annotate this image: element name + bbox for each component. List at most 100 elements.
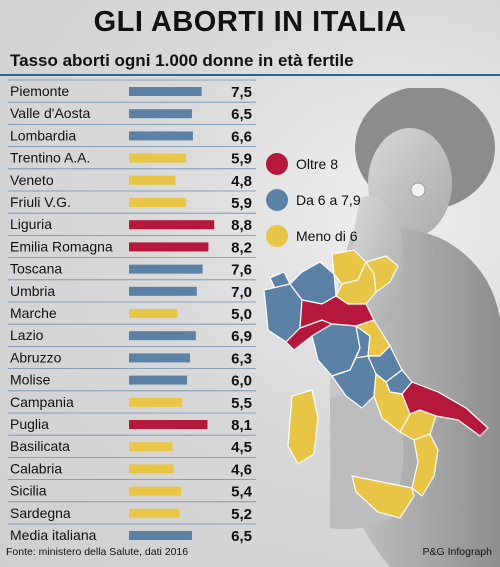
bar-row: Marche 5,0 [8, 305, 256, 325]
page-title: GLI ABORTI IN ITALIA [93, 6, 407, 38]
category-label: Marche [10, 305, 57, 321]
title-divider [0, 74, 500, 76]
category-label: Liguria [10, 216, 52, 232]
bar-chart: Piemonte 7,5 Valle d'Aosta 6,5 Lombardia 6,6 T… [8, 79, 256, 545]
bar-row: Calabria 4,6 [8, 460, 256, 481]
bar-row: Umbria 7,0 [8, 283, 256, 303]
bar-row: Basilicata 4,5 [8, 438, 256, 458]
bar [129, 131, 193, 141]
category-label: Umbria [10, 283, 55, 299]
bar [129, 220, 215, 230]
category-label: Sicilia [10, 483, 47, 499]
category-label: Media italiana [10, 527, 97, 543]
italy-region-map [263, 250, 489, 519]
bar [129, 198, 187, 207]
category-label: Valle d'Aosta [10, 105, 90, 121]
legend-swatch-yellow [266, 225, 288, 247]
bar [129, 531, 192, 540]
chart-subtitle: Tasso aborti ogni 1.000 donne in età fer… [10, 51, 354, 70]
legend-swatch-red [266, 153, 288, 175]
bar-row: Toscana 7,6 [8, 261, 256, 281]
bar [129, 508, 180, 518]
map-region-calabria [411, 433, 439, 497]
value-label: 5,0 [231, 306, 252, 323]
map-region-friuli [365, 255, 399, 293]
category-label: Trentino A.A. [10, 150, 90, 166]
bar-row: Veneto 4,8 [8, 172, 256, 192]
bar-row: Campania 5,5 [8, 394, 256, 414]
category-label: Emilia Romagna [10, 238, 113, 254]
bar [129, 353, 191, 363]
bar [129, 175, 176, 185]
bar-row: Lombardia 6,6 [8, 127, 256, 148]
category-label: Abruzzo [10, 349, 62, 365]
bar [129, 486, 182, 496]
legend-label: Oltre 8 [296, 156, 339, 172]
bar-row: Lazio 6,9 [8, 327, 256, 347]
value-label: 8,2 [231, 239, 252, 256]
bar [129, 309, 178, 318]
bar [129, 87, 202, 96]
category-label: Molise [10, 372, 51, 388]
bar [129, 331, 196, 341]
value-label: 7,5 [231, 84, 252, 101]
legend-item-meno-di-6: Meno di 6 [262, 222, 382, 252]
bar [129, 109, 192, 119]
value-label: 5,9 [231, 151, 252, 168]
category-label: Lombardia [10, 127, 76, 143]
bar-row: Liguria 8,8 [8, 216, 256, 236]
value-label: 6,3 [231, 350, 252, 367]
legend-swatch-blue [266, 189, 288, 211]
bar [129, 375, 188, 385]
bar [129, 464, 174, 474]
value-label: 6,9 [231, 328, 252, 345]
value-label: 6,5 [231, 528, 252, 545]
bar [129, 420, 208, 429]
map-region-sicilia [351, 475, 415, 519]
value-label: 8,8 [231, 217, 252, 234]
category-label: Toscana [10, 261, 62, 277]
category-label: Piemonte [10, 83, 69, 99]
value-label: 5,9 [231, 195, 252, 212]
legend-item-oltre-8: Oltre 8 [262, 150, 382, 180]
bar-row: Emilia Romagna 8,2 [8, 238, 256, 259]
value-label: 5,2 [231, 506, 252, 523]
legend-label: Meno di 6 [296, 228, 358, 244]
category-label: Lazio [10, 327, 44, 343]
map-region-sardegna [287, 389, 319, 465]
value-label: 7,0 [231, 284, 252, 301]
credit-note: P&G Infograph [422, 546, 492, 558]
value-label: 6,0 [231, 373, 252, 390]
value-label: 4,5 [231, 439, 252, 456]
value-label: 5,5 [231, 395, 252, 412]
category-label: Basilicata [10, 438, 70, 454]
bar-row: Sicilia 5,4 [8, 483, 256, 503]
bar-row: Trentino A.A. 5,9 [8, 150, 256, 170]
legend-label: Da 6 a 7,9 [296, 192, 361, 208]
value-label: 6,6 [231, 128, 252, 145]
bar [129, 286, 197, 296]
bar-row: Sardegna 5,2 [8, 505, 256, 525]
source-note: Fonte: ministero della Salute, dati 2016 [6, 546, 189, 558]
bar-row: Valle d'Aosta 6,5 [8, 105, 256, 125]
category-label: Calabria [10, 460, 62, 476]
legend-item-da-6-a-7-9: Da 6 a 7,9 [262, 186, 382, 216]
value-label: 5,4 [231, 484, 253, 501]
category-label: Campania [10, 394, 74, 410]
bar-row: Abruzzo 6,3 [8, 349, 256, 370]
bar-row: Puglia 8,1 [8, 416, 256, 436]
bar-row: Friuli V.G. 5,9 [8, 194, 256, 214]
bar [129, 242, 209, 252]
value-label: 4,8 [231, 173, 252, 190]
bar-row: Media italiana 6,5 [10, 527, 252, 545]
value-label: 6,5 [231, 106, 252, 123]
category-label: Veneto [10, 172, 54, 188]
bar [129, 397, 183, 407]
bar [129, 153, 187, 163]
bar [129, 264, 203, 274]
category-label: Sardegna [10, 505, 71, 521]
bar [129, 442, 173, 452]
bar-row: Piemonte 7,5 [8, 83, 256, 103]
bar-row: Molise 6,0 [8, 372, 256, 392]
